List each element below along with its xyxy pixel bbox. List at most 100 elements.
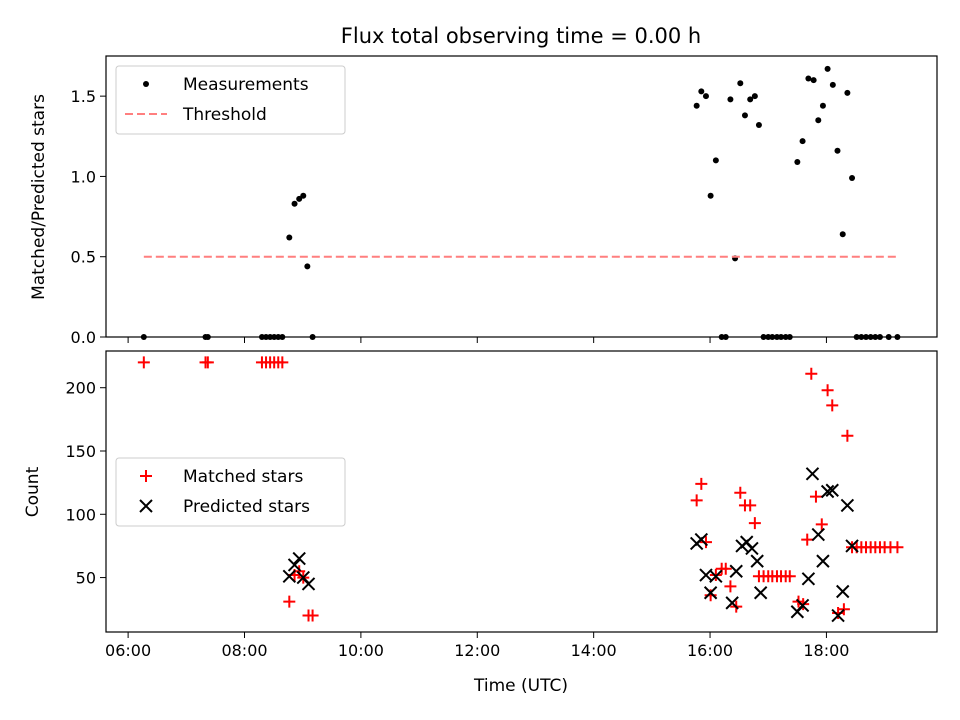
counts-y-tick-label: 200: [65, 379, 96, 398]
predicted-star-point: [694, 532, 709, 547]
counts-series-predicted-stars: [282, 467, 859, 623]
legend-measurement-swatch: [143, 81, 149, 87]
matched-star-point: [744, 499, 757, 512]
measurement-point: [769, 334, 776, 340]
counts-y-tick-label: 100: [65, 505, 96, 524]
measurement-point: [760, 334, 767, 340]
ratio-y-tick-label: 1.0: [71, 167, 96, 186]
legend-label: Predicted stars: [183, 497, 310, 517]
measurement-point: [867, 334, 874, 340]
measurement-point: [204, 334, 211, 340]
bottom-y-axis-label: Count: [23, 466, 43, 517]
predicted-star-point: [831, 608, 845, 623]
predicted-star-point: [820, 484, 835, 499]
measurement-point: [844, 89, 851, 96]
measurement-point: [876, 334, 883, 340]
x-tick-label: 16:00: [687, 641, 733, 660]
predicted-star-point: [825, 483, 839, 497]
ratio-y-tick-label: 0.5: [71, 248, 96, 267]
x-axis-label: Time (UTC): [473, 676, 568, 696]
predicted-star-point: [709, 569, 723, 584]
measurement-point: [279, 334, 286, 340]
x-tick-label: 06:00: [105, 641, 151, 660]
matched-star-point: [891, 541, 904, 554]
legend-predicted-swatch: [139, 499, 153, 513]
measurement-point: [702, 93, 709, 100]
measurement-point: [863, 334, 870, 340]
predicted-star-point: [750, 554, 764, 568]
predicted-star-point: [795, 598, 810, 613]
measurement-point: [727, 96, 734, 103]
measurement-point: [805, 75, 812, 82]
measurement-point: [853, 334, 860, 340]
legend-label: Threshold: [182, 105, 267, 125]
predicted-star-point: [801, 572, 816, 586]
legend-matched-swatch: [140, 470, 152, 482]
measurement-point: [140, 334, 147, 340]
matched-star-point: [783, 570, 796, 583]
measurement-point: [834, 147, 841, 154]
predicted-star-point: [840, 498, 855, 513]
measurement-point: [300, 192, 307, 199]
measurement-point: [894, 334, 901, 340]
predicted-star-point: [703, 586, 718, 600]
matched-star-point: [690, 494, 703, 507]
predicted-star-point: [805, 467, 820, 481]
measurement-point: [741, 112, 748, 119]
counts-panel: 06:00 08:00 10:00 12:00 14:00 16:00 18:00 50 100…: [65, 350, 938, 660]
predicted-star-point: [845, 539, 859, 553]
measurement-point: [778, 334, 785, 340]
matched-star-point: [809, 490, 822, 503]
matched-star-point: [801, 533, 814, 546]
predicted-star-point: [836, 584, 850, 599]
ratio-legend: Measurements Threshold: [115, 65, 346, 135]
counts-legend: Matched stars Predicted stars: [115, 457, 346, 527]
measurement-point: [707, 192, 714, 199]
matched-star-point: [719, 562, 732, 575]
predicted-star-point: [725, 596, 739, 610]
matched-star-point: [724, 580, 737, 593]
measurement-point: [819, 102, 826, 109]
matched-star-point: [276, 356, 289, 369]
matched-star-point: [283, 595, 296, 608]
matched-star-point: [815, 518, 828, 531]
measurement-point: [799, 138, 806, 145]
measurement-point: [291, 200, 298, 207]
measurement-point: [296, 195, 303, 202]
matched-star-point: [821, 384, 834, 397]
ratio-y-tick-label: 1.5: [71, 87, 96, 106]
measurement-point: [849, 175, 856, 182]
measurement-point: [815, 117, 822, 124]
legend-label: Matched stars: [183, 467, 303, 487]
matched-star-point: [805, 367, 818, 380]
legend-label: Measurements: [183, 75, 309, 95]
predicted-star-point: [292, 551, 306, 566]
measurement-point: [751, 93, 758, 100]
ratio-series-measurements: [140, 65, 901, 340]
matched-star-point: [837, 603, 850, 616]
predicted-star-point: [745, 541, 759, 556]
predicted-star-point: [816, 554, 830, 568]
measurement-point: [286, 234, 293, 241]
counts-axes-frame: [105, 350, 938, 633]
x-tick-label: 12:00: [454, 641, 500, 660]
measurement-point: [698, 88, 705, 95]
matched-star-point: [841, 429, 854, 442]
measurement-point: [786, 334, 793, 340]
measurement-point: [810, 77, 817, 84]
measurement-point: [693, 102, 700, 109]
predicted-star-point: [301, 577, 316, 591]
predicted-star-point: [282, 569, 297, 584]
predicted-star-point: [729, 564, 743, 578]
chart-title: Flux total observing time = 0.00 h: [341, 24, 701, 48]
legend-box: [115, 457, 346, 527]
x-tick-label: 10:00: [338, 641, 384, 660]
predicted-star-point: [811, 527, 825, 542]
ratio-panel: 0.0 0.5 1.0 1.5 Measurements Threshold: [71, 55, 938, 347]
matched-star-point: [695, 477, 708, 490]
measurement-point: [304, 263, 311, 270]
measurement-point: [885, 334, 892, 340]
measurement-point: [722, 334, 729, 340]
measurement-point: [858, 334, 865, 340]
